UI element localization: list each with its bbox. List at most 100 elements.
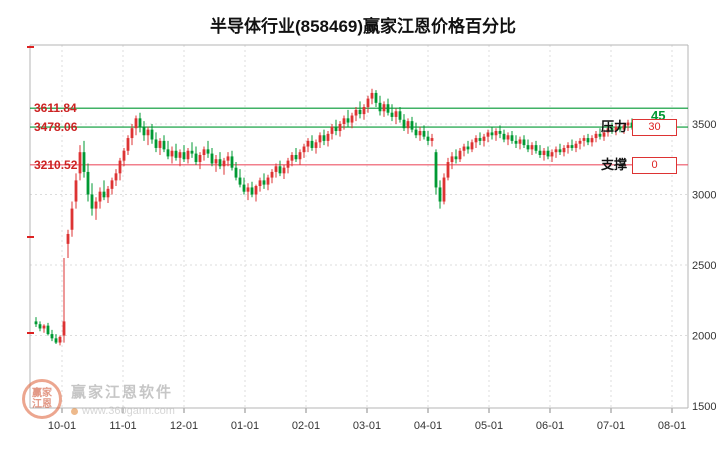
candle-body — [590, 138, 594, 143]
candle-body — [450, 156, 454, 163]
y-axis-label: 1500 — [692, 401, 716, 413]
candle-body — [370, 92, 374, 99]
candle-body — [334, 126, 338, 132]
y-axis-label: 2000 — [692, 331, 716, 343]
level-label-middle: 3478.06 — [34, 120, 78, 134]
candle-body — [262, 180, 266, 185]
candle-body — [230, 156, 234, 168]
candle-body — [190, 150, 194, 154]
candle-body — [102, 191, 106, 198]
candle-body — [274, 166, 278, 172]
candle-body — [234, 167, 238, 178]
candle-body — [310, 140, 314, 148]
watermark-url: www.360gann.com — [82, 405, 175, 417]
x-axis-label: 01-01 — [231, 420, 259, 432]
candle-body — [54, 338, 58, 343]
candle-body — [162, 140, 166, 150]
x-axis-label: 06-01 — [536, 420, 564, 432]
candle-body — [630, 122, 634, 127]
candle-body — [138, 118, 142, 127]
candle-body — [406, 121, 410, 129]
candle-body — [258, 180, 262, 187]
candle-body — [502, 133, 506, 140]
candle-body — [254, 186, 258, 195]
candle-body — [562, 147, 566, 153]
level-label-upper: 3611.84 — [34, 101, 77, 115]
watermark-logo-text: 赢家江恩 — [32, 387, 52, 411]
pressure-label: 压力 — [601, 119, 628, 134]
candle-body — [34, 321, 38, 325]
candle-body — [338, 123, 342, 132]
candle-body — [594, 133, 598, 139]
x-axis-label: 07-01 — [597, 420, 625, 432]
candle-body — [222, 160, 226, 167]
candle-body — [86, 171, 90, 195]
candle-body — [302, 146, 306, 153]
candle-body — [414, 129, 418, 136]
candle-body — [466, 146, 470, 150]
candle-body — [266, 177, 270, 185]
candle-body — [534, 145, 538, 151]
candle-body — [170, 150, 174, 157]
candle-body — [166, 149, 170, 157]
candle-body — [538, 150, 542, 155]
candle-body — [354, 109, 358, 116]
candle-body — [622, 125, 626, 130]
candle-body — [210, 153, 214, 164]
candle-body — [326, 133, 330, 141]
candle-body — [578, 140, 582, 144]
candle-body — [194, 153, 198, 163]
candle-body — [314, 142, 318, 148]
candle-body — [358, 109, 362, 115]
candle-body — [318, 135, 322, 143]
candle-body — [602, 132, 606, 137]
candle-body — [46, 325, 50, 335]
candle-body — [454, 156, 458, 160]
candle-body — [494, 131, 498, 136]
candle-body — [482, 136, 486, 141]
x-axis-label: 08-01 — [658, 420, 686, 432]
candle-body — [306, 140, 310, 147]
candle-body — [298, 152, 302, 160]
candle-body — [214, 159, 218, 164]
candle-body — [250, 187, 254, 195]
watermark-brand: 赢家江恩软件 — [71, 384, 174, 401]
candle-body — [174, 150, 178, 158]
y-axis-label: 2500 — [692, 260, 716, 272]
candle-body — [470, 142, 474, 150]
candle-body — [362, 107, 366, 115]
candle-body — [374, 92, 378, 103]
candle-body — [382, 104, 386, 112]
candle-body — [546, 150, 550, 157]
candle-body — [270, 171, 274, 178]
candle-body — [342, 118, 346, 124]
candle-body — [134, 118, 138, 129]
candle-body — [322, 135, 326, 141]
support-value-box: 0 — [632, 157, 677, 174]
candle-body — [570, 145, 574, 148]
candle-body — [90, 194, 94, 209]
candle-body — [106, 188, 110, 198]
candle-body — [462, 146, 466, 151]
candle-body — [514, 140, 518, 144]
candle-body — [74, 180, 78, 202]
page-title: 半导体行业(858469)赢家江恩价格百分比 — [209, 17, 517, 36]
x-axis-label: 05-01 — [475, 420, 503, 432]
candle-body — [218, 159, 222, 167]
candle-body — [434, 152, 438, 188]
candle-body — [506, 135, 510, 140]
candle-body — [118, 160, 122, 174]
y-axis-label: 3500 — [692, 119, 716, 131]
candle-body — [110, 180, 114, 189]
y-axis-label: 3000 — [692, 189, 716, 201]
candle-body — [378, 102, 382, 112]
x-axis-label: 11-01 — [109, 420, 136, 432]
pressure-value-box: 30 — [632, 119, 677, 136]
candle-body — [42, 325, 46, 329]
candle-body — [390, 112, 394, 117]
candle-body — [586, 138, 590, 143]
candle-body — [558, 149, 562, 153]
candle-body — [606, 128, 610, 133]
candle-body — [242, 184, 246, 192]
